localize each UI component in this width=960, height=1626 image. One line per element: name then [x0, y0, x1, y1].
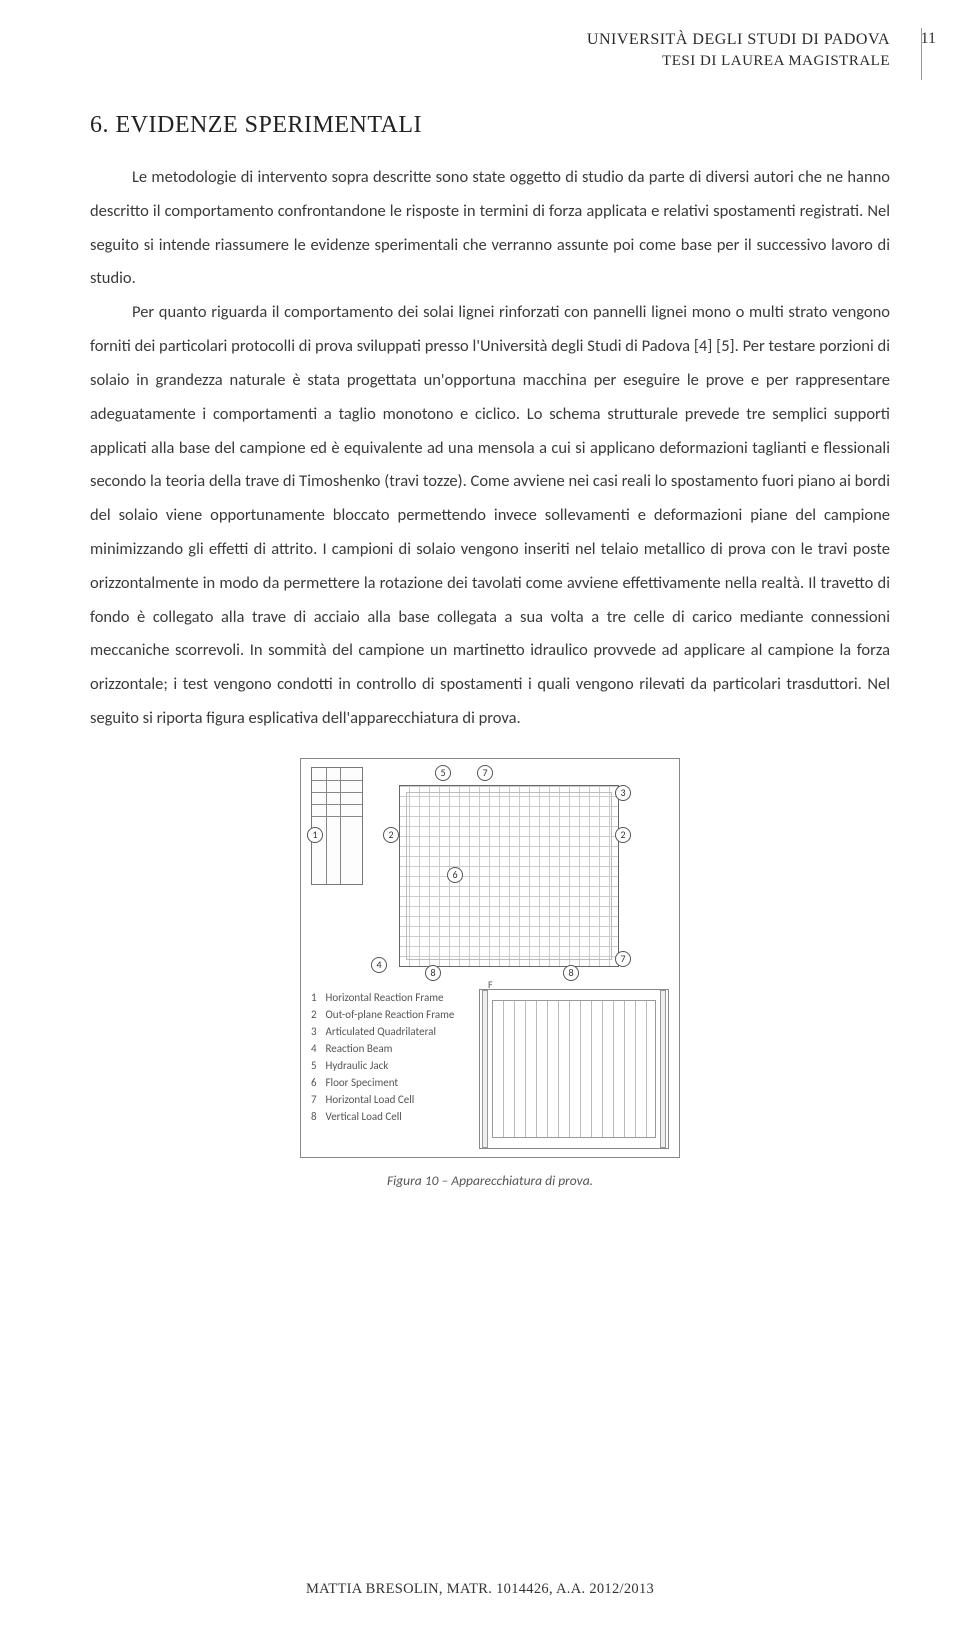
page-number: 11	[921, 30, 936, 48]
callout-1: 1	[307, 827, 323, 843]
figure-plan-view: F	[479, 989, 669, 1149]
plan-side-left	[482, 990, 488, 1148]
callout-5: 5	[435, 765, 451, 781]
figure-caption: Figura 10 – Apparecchiatura di prova.	[90, 1172, 890, 1189]
section-title: 6. EVIDENZE SPERIMENTALI	[90, 112, 890, 139]
specimen-panel	[399, 785, 619, 967]
frame-left	[311, 767, 363, 885]
header-thesis: TESI DI LAUREA MAGISTRALE	[90, 53, 890, 70]
legend-row-5: 5 Hydraulic Jack	[311, 1057, 461, 1074]
figure-specimen: 5 7 3 2 2 6 4 8 8 7	[377, 767, 627, 977]
figure-legend: 1 Horizontal Reaction Frame 2 Out-of-pla…	[311, 989, 461, 1125]
figure-reaction-frame: 1	[311, 767, 369, 977]
callout-2a: 2	[383, 827, 399, 843]
figure-elevation: 1 5 7 3 2 2 6 4 8 8 7	[311, 767, 669, 977]
legend-row-1: 1 Horizontal Reaction Frame	[311, 989, 461, 1006]
figure-bottom-row: 1 Horizontal Reaction Frame 2 Out-of-pla…	[311, 989, 669, 1149]
legend-row-2: 2 Out-of-plane Reaction Frame	[311, 1006, 461, 1023]
callout-7a: 7	[477, 765, 493, 781]
legend-row-3: 3 Articulated Quadrilateral	[311, 1023, 461, 1040]
callout-8b: 8	[563, 965, 579, 981]
callout-4: 4	[371, 957, 387, 973]
paragraph-1: Le metodologie di intervento sopra descr…	[90, 161, 890, 296]
callout-2b: 2	[615, 827, 631, 843]
plan-inner	[492, 1000, 656, 1138]
figure-10: 1 5 7 3 2 2 6 4 8 8 7 1 Hor	[90, 758, 890, 1189]
page-header: 11 UNIVERSITÀ DEGLI STUDI DI PADOVA TESI…	[90, 30, 890, 70]
page-footer: MATTIA BRESOLIN, MATR. 1014426, A.A. 201…	[0, 1581, 960, 1598]
callout-8a: 8	[425, 965, 441, 981]
legend-row-7: 7 Horizontal Load Cell	[311, 1091, 461, 1108]
plan-side-right	[660, 990, 666, 1148]
callout-7b: 7	[615, 951, 631, 967]
figure-box: 1 5 7 3 2 2 6 4 8 8 7 1 Hor	[300, 758, 680, 1158]
force-label: F	[488, 978, 493, 991]
page: 11 UNIVERSITÀ DEGLI STUDI DI PADOVA TESI…	[0, 0, 960, 1626]
paragraph-2: Per quanto riguarda il comportamento dei…	[90, 296, 890, 736]
callout-6: 6	[447, 867, 463, 883]
header-university: UNIVERSITÀ DEGLI STUDI DI PADOVA	[587, 31, 890, 49]
legend-row-6: 6 Floor Speciment	[311, 1074, 461, 1091]
legend-row-4: 4 Reaction Beam	[311, 1040, 461, 1057]
callout-3: 3	[615, 785, 631, 801]
legend-row-8: 8 Vertical Load Cell	[311, 1108, 461, 1125]
